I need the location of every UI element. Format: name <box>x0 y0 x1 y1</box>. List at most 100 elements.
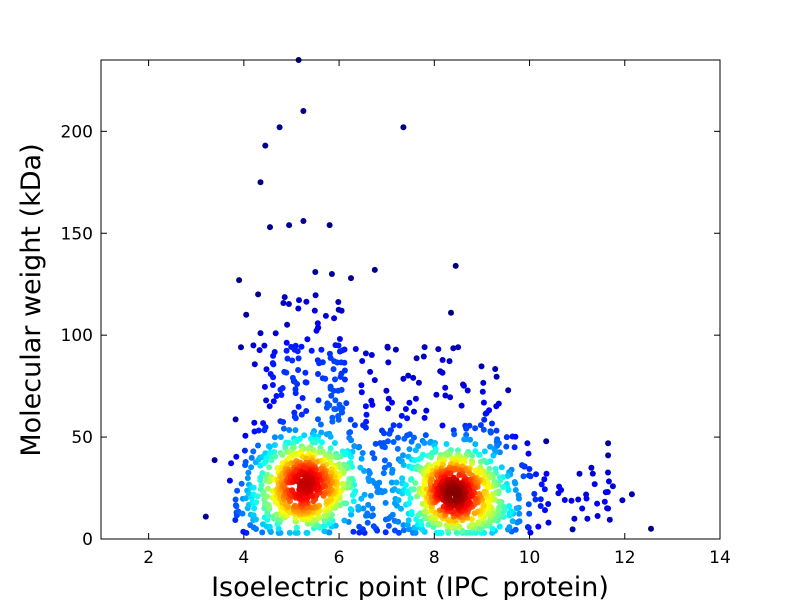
data-point <box>270 352 277 359</box>
data-point <box>347 506 354 513</box>
data-point <box>300 218 307 224</box>
data-point <box>389 511 396 518</box>
data-point <box>262 458 269 465</box>
data-point <box>474 469 481 476</box>
data-point <box>293 524 300 531</box>
data-point <box>503 443 510 450</box>
data-point <box>407 495 414 502</box>
data-point <box>487 429 494 436</box>
data-point <box>463 425 470 432</box>
data-point <box>280 300 287 306</box>
data-point <box>584 515 591 522</box>
y-tick-label: 100 <box>61 326 93 346</box>
data-point <box>352 346 359 352</box>
data-point <box>322 375 329 382</box>
data-point <box>448 309 454 316</box>
data-point <box>289 357 296 364</box>
data-point <box>506 503 513 510</box>
data-point <box>202 513 209 520</box>
data-point <box>406 446 413 453</box>
data-point <box>349 492 356 499</box>
data-point <box>332 397 339 404</box>
data-point <box>266 523 273 530</box>
data-point <box>406 399 413 406</box>
data-point <box>348 511 355 518</box>
data-point <box>493 373 500 380</box>
data-point <box>242 495 249 502</box>
data-point <box>264 493 270 500</box>
data-point <box>628 491 635 498</box>
data-point <box>370 523 377 530</box>
data-point <box>278 392 285 398</box>
data-point <box>244 475 251 482</box>
data-point <box>322 312 329 319</box>
data-point <box>312 292 319 299</box>
data-point <box>339 480 346 487</box>
data-point <box>304 336 311 343</box>
data-point <box>405 372 412 379</box>
data-point <box>472 425 479 432</box>
data-point <box>533 471 539 478</box>
data-point <box>382 529 389 536</box>
x-axis-ticks: 2 4 6 8 10 12 14 <box>143 60 731 568</box>
data-point <box>372 440 379 447</box>
data-point <box>398 505 404 512</box>
data-point <box>545 501 552 507</box>
data-point <box>464 387 471 394</box>
data-point <box>605 478 612 485</box>
data-point <box>269 382 276 388</box>
data-point <box>251 361 258 368</box>
data-point <box>284 355 291 362</box>
y-tick-label: 150 <box>61 224 93 244</box>
data-point <box>315 397 322 404</box>
data-point <box>469 521 476 528</box>
data-point <box>270 398 277 405</box>
data-point <box>506 510 513 517</box>
data-point <box>294 348 301 355</box>
data-point <box>358 455 365 462</box>
data-point <box>422 432 429 439</box>
data-point <box>250 342 257 349</box>
data-point <box>285 503 292 510</box>
data-point <box>370 512 376 519</box>
data-point <box>504 484 511 490</box>
data-point <box>537 496 544 503</box>
data-point <box>471 510 478 517</box>
data-point <box>271 442 278 448</box>
data-point <box>455 344 462 351</box>
data-point <box>602 489 609 496</box>
data-point <box>410 486 417 493</box>
data-point <box>601 498 608 505</box>
data-point <box>302 369 309 376</box>
data-point <box>485 498 492 505</box>
data-point <box>426 439 433 446</box>
data-point <box>277 434 284 440</box>
data-point <box>392 346 399 353</box>
data-point <box>421 414 428 421</box>
data-point <box>348 275 354 282</box>
data-point <box>319 439 325 446</box>
data-point <box>442 392 449 399</box>
data-point <box>319 359 326 366</box>
data-point <box>400 527 407 534</box>
data-point <box>506 524 513 531</box>
data-point <box>243 311 250 318</box>
data-point <box>272 330 279 337</box>
data-point <box>295 355 302 362</box>
data-point <box>478 458 484 465</box>
data-point <box>442 384 449 391</box>
data-point <box>260 521 266 528</box>
data-point <box>333 454 340 461</box>
data-point <box>609 483 616 490</box>
data-point <box>361 491 368 498</box>
data-point <box>400 462 407 468</box>
data-point <box>329 418 336 425</box>
data-point <box>262 142 269 149</box>
x-tick-label: 12 <box>614 548 636 568</box>
data-point <box>438 529 445 536</box>
data-point <box>236 277 243 284</box>
data-point <box>273 511 280 518</box>
data-point <box>495 507 502 514</box>
data-point <box>417 455 424 462</box>
